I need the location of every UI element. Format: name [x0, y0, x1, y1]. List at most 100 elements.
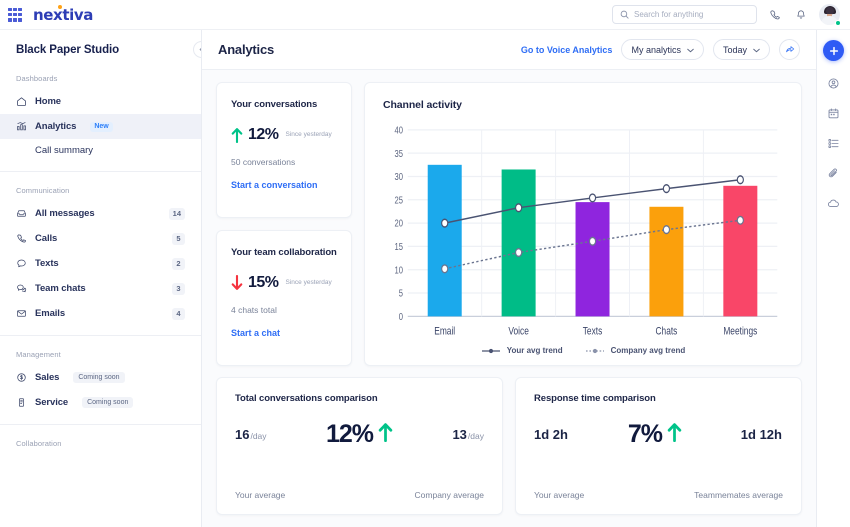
value-number: 1d 2h	[534, 427, 568, 442]
trend-point[interactable]	[441, 218, 449, 228]
comparison-footer: Your average Company average	[235, 478, 484, 500]
sidebar-item-call-summary[interactable]: Call summary	[0, 139, 201, 162]
inbox-icon	[16, 208, 27, 219]
sidebar-item-label: All messages	[35, 208, 95, 219]
sidebar-item-label: Sales	[35, 372, 60, 383]
sidebar-item-team-chats[interactable]: Team chats 3	[0, 276, 201, 301]
trend-point[interactable]	[662, 183, 671, 194]
trend-point[interactable]	[514, 247, 523, 258]
legend-item-your-avg[interactable]: Your avg trend	[481, 346, 563, 355]
sidebar-item-home[interactable]: Home	[0, 89, 201, 114]
sidebar-item-analytics[interactable]: Analytics New	[0, 114, 201, 139]
right-rail	[816, 30, 850, 527]
trend-point[interactable]	[588, 236, 597, 246]
tasks-icon[interactable]	[826, 135, 842, 151]
trend-point[interactable]	[441, 264, 449, 274]
value-unit: /day	[467, 431, 484, 441]
cloud-icon[interactable]	[826, 195, 842, 211]
sidebar-sub-label: Call summary	[35, 145, 94, 156]
dollar-icon	[16, 372, 27, 383]
card-your-conversations: Your conversations 12% Since yesterday 5…	[216, 82, 352, 218]
bar[interactable]	[501, 169, 536, 317]
delta-percent: 12%	[325, 420, 374, 448]
legend-label: Your avg trend	[506, 346, 563, 355]
app-body: Black Paper Studio Dashboards Home	[0, 30, 850, 527]
sidebar-item-label: Texts	[35, 258, 59, 269]
x-tick-label: Email	[434, 326, 455, 338]
sidebar-section-management: Management Sales Coming soon Service Com…	[0, 335, 201, 417]
bar[interactable]	[723, 185, 758, 317]
home-icon	[16, 96, 27, 107]
y-tick-label: 20	[395, 218, 404, 229]
chart-plot-area: 0 5 10 15 20 25 30 35 40 Email Voice Texts Chats Meet…	[383, 125, 783, 343]
trend-point[interactable]	[736, 175, 744, 185]
legend-item-company-avg[interactable]: Company avg trend	[585, 346, 685, 355]
date-range-select[interactable]: Today	[712, 39, 770, 60]
comparison-left-value: 16/day	[235, 427, 267, 442]
y-tick-label: 15	[395, 241, 404, 252]
scope-select[interactable]: My analytics	[621, 39, 704, 60]
arrow-down-icon	[231, 274, 243, 291]
arrow-up-icon	[231, 127, 243, 143]
sidebar-item-texts[interactable]: Texts 2	[0, 251, 201, 276]
new-badge: New	[90, 121, 113, 132]
trend-point[interactable]	[662, 225, 671, 235]
analytics-icon	[16, 121, 27, 132]
create-new-button[interactable]	[823, 40, 844, 61]
sidebar-item-all-messages[interactable]: All messages 14	[0, 201, 201, 226]
sidebar: Black Paper Studio Dashboards Home	[0, 30, 202, 527]
bell-icon[interactable]	[793, 7, 809, 23]
sidebar-item-sales[interactable]: Sales Coming soon	[0, 365, 201, 390]
comparison-row: 16/day 12% 13/day	[235, 420, 484, 449]
start-a-conversation-link[interactable]: Start a conversation	[231, 179, 318, 190]
share-button[interactable]	[779, 39, 800, 60]
brand-dot	[58, 4, 62, 9]
sidebar-section-communication: Communication All messages 14 Calls 5	[0, 171, 201, 328]
y-tick-label: 30	[395, 171, 404, 182]
phone-icon[interactable]	[767, 7, 783, 23]
start-a-chat-link[interactable]: Start a chat	[231, 327, 281, 338]
date-range-value: Today	[722, 44, 747, 55]
sidebar-item-label: Home	[35, 96, 61, 107]
trend-line	[444, 219, 741, 270]
sidebar-item-service[interactable]: Service Coming soon	[0, 390, 201, 415]
page-toolbar: Analytics Go to Voice Analytics My analy…	[202, 30, 816, 70]
search-input[interactable]	[634, 10, 749, 19]
bar[interactable]	[427, 164, 462, 317]
comparison-left-value: 1d 2h	[534, 427, 569, 442]
sidebar-item-label: Service	[35, 397, 69, 408]
kpi-row: 12% Since yesterday	[231, 126, 337, 144]
global-search[interactable]	[612, 5, 757, 24]
avatar-image	[819, 4, 840, 25]
contacts-icon[interactable]	[826, 75, 842, 91]
y-tick-label: 35	[395, 148, 404, 159]
comparison-right-value: 1d 12h	[741, 427, 783, 442]
kpi-since: Since yesterday	[285, 130, 332, 138]
card-channel-activity: Channel activity 0 5 10 15 20 25 30 35 40 Email Vo…	[364, 82, 802, 366]
trend-point[interactable]	[588, 193, 597, 203]
chart-title: Channel activity	[383, 99, 462, 111]
kpi-row: 15% Since yesterday	[231, 274, 337, 292]
value-number: 1d 12h	[740, 427, 782, 442]
attachment-icon[interactable]	[826, 165, 842, 181]
trend-point[interactable]	[736, 215, 744, 225]
section-label-collaboration: Collaboration	[16, 439, 62, 448]
comparison-delta: 12%	[326, 420, 393, 449]
right-label: Company average	[414, 490, 484, 500]
trend-point[interactable]	[514, 203, 523, 213]
x-tick-label: Texts	[583, 326, 603, 338]
sidebar-item-label: Calls	[35, 233, 58, 244]
sidebar-item-calls[interactable]: Calls 5	[0, 226, 201, 251]
bar[interactable]	[649, 206, 684, 317]
unread-count: 3	[172, 282, 185, 295]
calendar-icon[interactable]	[826, 105, 842, 121]
go-to-voice-analytics-link[interactable]: Go to Voice Analytics	[520, 44, 613, 55]
x-tick-label: Voice	[508, 326, 528, 338]
chat-bubble-icon	[16, 258, 27, 269]
y-tick-label: 25	[395, 195, 404, 206]
user-avatar[interactable]	[819, 4, 841, 26]
bar[interactable]	[575, 202, 610, 317]
sidebar-item-emails[interactable]: Emails 4	[0, 301, 201, 326]
brand-logo[interactable]: nextiva	[33, 4, 93, 24]
grid-apps-icon[interactable]	[8, 7, 22, 22]
